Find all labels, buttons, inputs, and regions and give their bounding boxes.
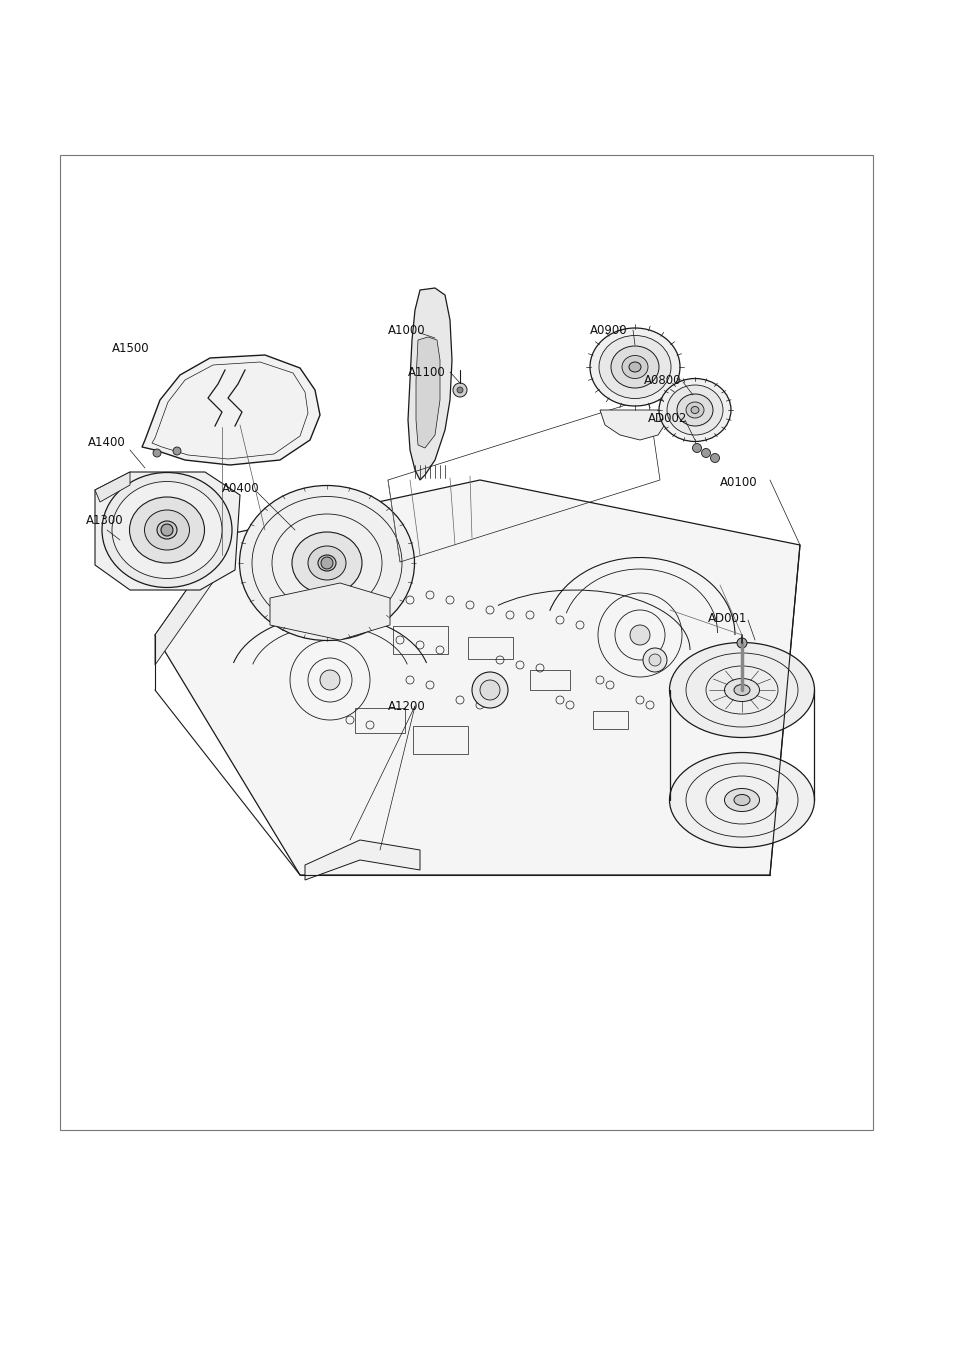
Ellipse shape	[144, 509, 190, 550]
Ellipse shape	[112, 481, 222, 578]
Ellipse shape	[723, 789, 759, 812]
Polygon shape	[270, 584, 390, 640]
Bar	[355, 708, 405, 734]
Ellipse shape	[733, 685, 749, 696]
Ellipse shape	[723, 678, 759, 701]
Bar	[60, 155, 872, 1129]
Circle shape	[152, 449, 161, 457]
Ellipse shape	[292, 532, 361, 594]
Text: A0400: A0400	[222, 481, 259, 494]
Circle shape	[172, 447, 181, 455]
Ellipse shape	[690, 407, 699, 413]
Circle shape	[737, 638, 746, 648]
Text: A1100: A1100	[408, 366, 445, 378]
Ellipse shape	[677, 394, 712, 426]
Bar	[393, 626, 448, 654]
Ellipse shape	[733, 794, 749, 805]
Polygon shape	[142, 355, 319, 465]
Ellipse shape	[669, 643, 814, 738]
Bar	[593, 711, 627, 730]
Bar	[530, 670, 569, 690]
Text: A1300: A1300	[86, 513, 124, 527]
Ellipse shape	[589, 328, 679, 407]
Circle shape	[700, 449, 710, 458]
Ellipse shape	[130, 497, 204, 563]
Circle shape	[319, 670, 339, 690]
Text: A1400: A1400	[88, 435, 126, 449]
Circle shape	[479, 680, 499, 700]
Polygon shape	[305, 840, 419, 880]
Polygon shape	[416, 336, 439, 449]
Ellipse shape	[598, 335, 670, 399]
Ellipse shape	[621, 355, 647, 378]
Ellipse shape	[157, 521, 177, 539]
Ellipse shape	[666, 385, 722, 435]
Ellipse shape	[317, 555, 335, 571]
Circle shape	[629, 626, 649, 644]
Text: A1200: A1200	[388, 700, 425, 712]
Text: AD001: AD001	[707, 612, 746, 624]
Bar	[413, 725, 468, 754]
Polygon shape	[408, 288, 452, 480]
Polygon shape	[95, 471, 130, 503]
Circle shape	[320, 557, 333, 569]
Ellipse shape	[628, 362, 640, 372]
Text: A0800: A0800	[643, 373, 680, 386]
Text: A0900: A0900	[589, 323, 627, 336]
Polygon shape	[154, 535, 225, 665]
Ellipse shape	[685, 403, 703, 417]
Circle shape	[642, 648, 666, 671]
Text: A1000: A1000	[388, 323, 425, 336]
Text: AD002: AD002	[647, 412, 687, 424]
Circle shape	[648, 654, 660, 666]
Polygon shape	[599, 409, 667, 440]
Circle shape	[456, 386, 462, 393]
Text: A1500: A1500	[112, 342, 150, 354]
Circle shape	[472, 671, 507, 708]
Ellipse shape	[659, 378, 730, 442]
Circle shape	[453, 382, 467, 397]
Ellipse shape	[239, 485, 414, 640]
Polygon shape	[154, 480, 800, 875]
Bar	[468, 638, 513, 659]
Circle shape	[692, 443, 700, 453]
Text: A0100: A0100	[720, 476, 757, 489]
Ellipse shape	[102, 473, 232, 588]
Ellipse shape	[669, 753, 814, 847]
Ellipse shape	[610, 346, 659, 388]
Circle shape	[161, 524, 172, 536]
Ellipse shape	[308, 546, 346, 580]
Polygon shape	[95, 471, 240, 590]
Circle shape	[710, 454, 719, 462]
